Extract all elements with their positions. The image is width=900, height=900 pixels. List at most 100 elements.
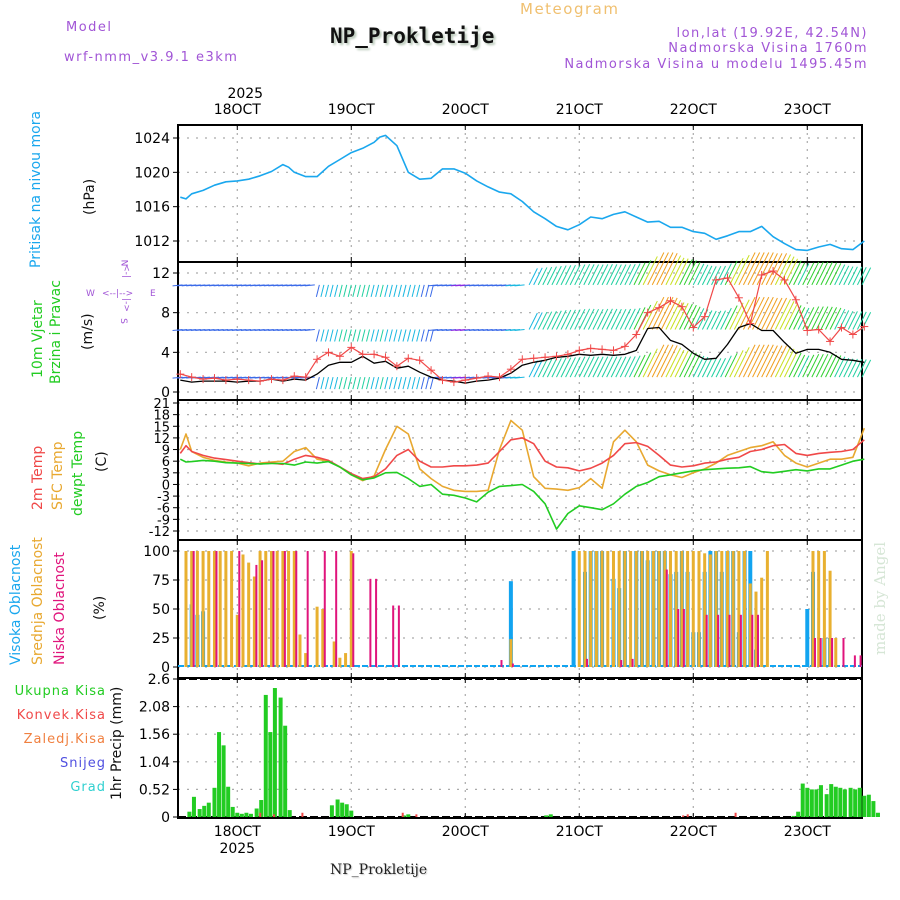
wind-arrow: [329, 329, 334, 342]
wind-arrow: [847, 311, 858, 330]
wind-arrow: [514, 376, 525, 379]
precip-total-bar: [814, 789, 819, 817]
wind-arrow: [820, 306, 833, 330]
precip-total-bar: [809, 789, 814, 817]
wind-arrow: [665, 347, 682, 378]
precip-total-bar: [191, 796, 196, 817]
wind-arrow: [633, 262, 646, 286]
cloud-mid-bar: [748, 583, 752, 667]
wind-arrow: [347, 329, 352, 342]
ytick-label: 18: [153, 409, 170, 424]
cloud-mid-bar: [218, 551, 222, 667]
wind-arrow: [370, 329, 375, 342]
altitude-label: Nadmorska Visina 1760m: [668, 41, 868, 56]
wind-arrow: [651, 296, 669, 330]
cloud-high-bar: [805, 609, 810, 667]
cloud-low-bar: [272, 551, 275, 667]
wind-arrow: [551, 358, 562, 378]
wind-arrow: [779, 348, 795, 378]
wind-arrow: [560, 357, 572, 378]
wind-arrow: [606, 356, 618, 378]
wind-arrow: [533, 312, 543, 330]
wind-arrow: [715, 358, 726, 378]
ytick-label: 4: [161, 345, 170, 361]
wind-arrow: [601, 308, 613, 330]
ytick-label: 6: [162, 455, 170, 470]
wind-arrow: [379, 284, 384, 298]
wind-arrow: [587, 356, 600, 378]
wind-arrow: [546, 358, 557, 378]
wind-arrow: [384, 377, 389, 390]
wind-arrow: [761, 297, 778, 330]
cloud-low-bar: [631, 658, 634, 667]
wind-arrow: [660, 345, 678, 378]
cloud-high-bar: [508, 581, 513, 667]
bottom-xtick-label: 18OCT: [214, 824, 262, 840]
ytick-label: 0: [161, 810, 170, 826]
precip-total-bar: [791, 815, 796, 817]
cloud-mid-bar: [834, 638, 838, 667]
wind-arrow: [388, 329, 393, 342]
model-altitude-label: Nadmorska Visina u modelu 1495.45m: [564, 57, 868, 72]
ytick-label: -3: [157, 490, 170, 505]
wind-arrow: [393, 329, 398, 342]
wind-arrow: [597, 264, 609, 286]
wind-arrow: [420, 284, 425, 298]
wind-arrow: [610, 356, 622, 378]
cloud-low-bar: [682, 609, 685, 667]
ytick-label: 0: [161, 385, 170, 401]
wind-arrow: [619, 308, 632, 330]
wind-arrow: [825, 262, 838, 286]
wind-arrow: [407, 329, 412, 342]
wind-arrow: [361, 329, 366, 342]
precip-total-bar: [287, 810, 292, 817]
cloud-mid-bar: [646, 551, 650, 667]
cloud-mid-bar: [338, 657, 342, 667]
wind-arrow: [784, 303, 798, 330]
cloud-mid-bar: [697, 551, 701, 667]
top-xtick-label: 21OCT: [556, 102, 604, 118]
wind-arrow: [770, 345, 787, 378]
wind-arrow: [774, 298, 792, 330]
cloud-high-bar: [571, 551, 576, 667]
wind-arrow: [429, 284, 434, 298]
precip-convective-bar: [682, 815, 685, 817]
legend-snow: Snijeg: [60, 756, 106, 771]
wind-arrow: [597, 308, 609, 330]
panel-pressure: 1012 1016 1020 1024: [134, 124, 863, 263]
wind-arrow: [733, 254, 750, 286]
wind-arrow: [384, 284, 389, 298]
cloud-mid-bar: [287, 551, 291, 667]
legend-hail: Grad: [70, 780, 106, 795]
cloud-mid-bar: [275, 551, 279, 667]
wind-arrow: [583, 308, 595, 330]
precip-total-bar: [217, 732, 222, 817]
wind-arrow: [733, 347, 750, 378]
wind-arrow: [361, 284, 366, 298]
ytick-label: 9: [162, 444, 170, 459]
precip-total-bar: [259, 800, 264, 817]
wind-arrow: [674, 258, 689, 286]
cloud-mid-bar: [201, 551, 205, 667]
wind-arrow: [610, 308, 622, 330]
wind-arrow: [706, 310, 717, 330]
wind-arrow: [679, 351, 693, 378]
ytick-label: 50: [152, 602, 170, 618]
wind-arrow: [688, 306, 701, 330]
wind-arrow: [711, 265, 722, 286]
wind-arrow: [770, 297, 787, 330]
wind-arrow: [738, 252, 756, 286]
ytick-label: 1016: [134, 200, 170, 216]
wind-arrow: [770, 253, 787, 286]
wind-arrow: [329, 377, 334, 390]
cloud-mid-bar: [703, 553, 707, 667]
wind-arrow: [638, 352, 652, 378]
cloud-mid-bar: [321, 609, 325, 667]
wind-arrow: [420, 377, 425, 390]
wind-arrow: [324, 284, 329, 298]
ytick-label: 0: [161, 660, 170, 676]
precip-total-bar: [344, 804, 349, 817]
wind-arrow: [861, 359, 872, 378]
wind-arrow: [838, 310, 850, 330]
